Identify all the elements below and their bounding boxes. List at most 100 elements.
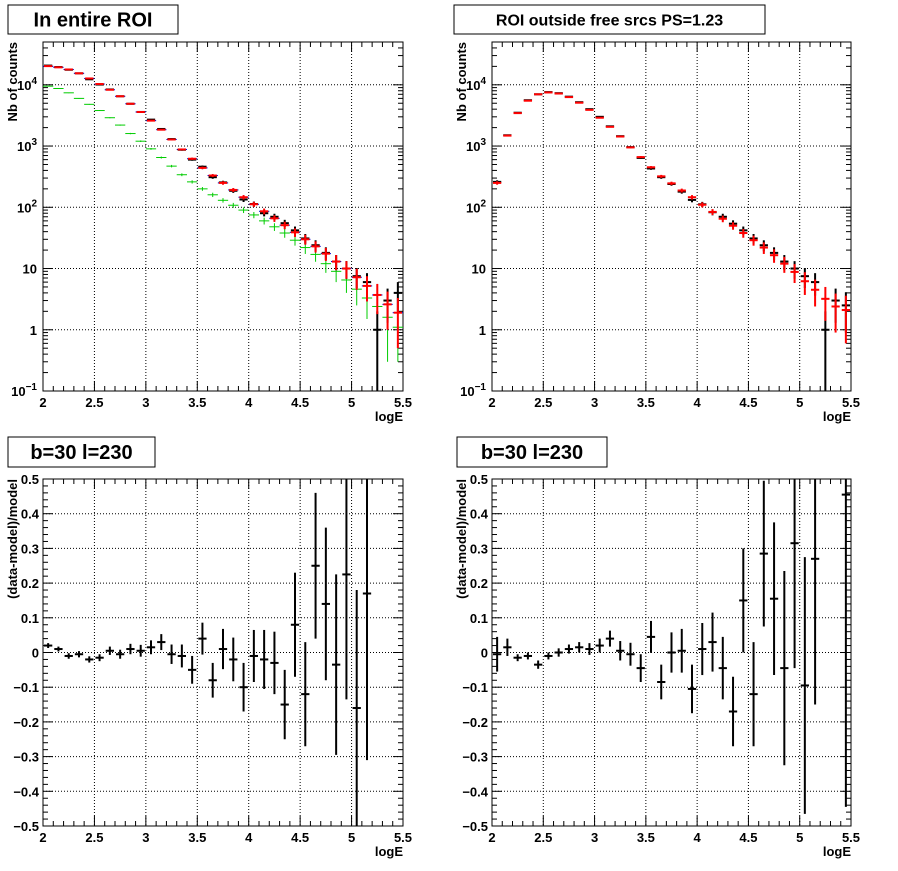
y-tick-label: −0.2 bbox=[462, 715, 488, 730]
data-point bbox=[749, 642, 758, 747]
series-0 bbox=[493, 479, 850, 814]
data-point bbox=[104, 117, 115, 119]
x-tick-label: 5 bbox=[796, 830, 803, 845]
y-tick-label: 0.4 bbox=[470, 507, 489, 522]
series-1 bbox=[493, 91, 850, 344]
x-tick-label: 4 bbox=[694, 395, 702, 410]
data-point bbox=[523, 99, 533, 102]
data-point bbox=[135, 140, 146, 142]
data-point bbox=[280, 669, 289, 740]
data-point bbox=[136, 644, 145, 657]
data-point bbox=[513, 112, 522, 115]
x-tick-label: 2.5 bbox=[85, 395, 103, 410]
data-point bbox=[259, 217, 270, 225]
y-tick-label: −0.3 bbox=[13, 750, 39, 765]
data-point bbox=[270, 215, 279, 222]
x-tick-label: 2 bbox=[39, 830, 46, 845]
data-point bbox=[249, 201, 258, 207]
data-point bbox=[769, 249, 779, 263]
data-point bbox=[198, 622, 207, 655]
x-tick-label: 5.5 bbox=[394, 395, 412, 410]
plot-frame bbox=[42, 41, 404, 392]
x-tick-label: 3 bbox=[142, 830, 149, 845]
data-point bbox=[167, 644, 176, 664]
data-point bbox=[503, 134, 512, 137]
data-point bbox=[218, 181, 228, 185]
data-point bbox=[301, 642, 310, 747]
x-tick-label: 3.5 bbox=[188, 830, 206, 845]
data-point bbox=[575, 642, 584, 653]
y-tick-label: −0.2 bbox=[13, 715, 39, 730]
data-point bbox=[636, 156, 645, 159]
data-point bbox=[790, 264, 799, 284]
data-point bbox=[321, 527, 330, 681]
x-tick-label: 3 bbox=[142, 395, 149, 410]
data-point bbox=[667, 181, 676, 186]
data-point bbox=[605, 630, 615, 647]
data-point bbox=[534, 660, 543, 669]
data-point bbox=[595, 638, 604, 653]
data-point bbox=[311, 241, 320, 253]
x-axis-title: logE bbox=[375, 409, 403, 424]
title-box bbox=[7, 436, 156, 468]
x-tick-label: 3.5 bbox=[188, 395, 206, 410]
panel-top-right: 2 2.5 3 3.5 4 4.5 5 5.5 10−1 1 10 102 103 104 logE Nb o… bbox=[453, 4, 860, 424]
x-tick-label: 2 bbox=[39, 395, 46, 410]
data-point bbox=[280, 221, 289, 230]
data-point bbox=[352, 268, 361, 290]
data-point bbox=[800, 557, 809, 814]
data-point bbox=[523, 652, 533, 660]
y-tick-label: −0.4 bbox=[13, 784, 39, 799]
x-tick-label: 4.5 bbox=[291, 395, 309, 410]
data-point bbox=[269, 223, 280, 231]
data-point bbox=[708, 209, 717, 216]
chart-title: ROI outside free srcs PS=1.23 bbox=[496, 12, 723, 29]
chart-title: In entire ROI bbox=[34, 10, 153, 32]
data-point bbox=[249, 629, 258, 682]
data-point bbox=[84, 103, 95, 105]
data-point bbox=[646, 166, 656, 169]
y-tick-label: 0.3 bbox=[470, 541, 488, 556]
data-point bbox=[63, 92, 74, 94]
title-box bbox=[456, 436, 608, 468]
data-point bbox=[687, 664, 697, 714]
x-tick-label: 3 bbox=[591, 395, 598, 410]
data-point bbox=[238, 207, 249, 214]
panel-top-left: 2 2.5 3 3.5 4 4.5 5 5.5 10−1 1 10 102 103 104 logE Nb o… bbox=[5, 4, 412, 424]
data-point bbox=[677, 188, 686, 193]
data-point bbox=[821, 286, 830, 321]
data-point bbox=[207, 192, 218, 198]
data-point bbox=[177, 148, 186, 151]
y-tick-label: 0.2 bbox=[21, 576, 39, 591]
y-axis-title: (data-model)/model bbox=[454, 479, 469, 599]
data-point bbox=[95, 654, 104, 662]
data-point bbox=[585, 643, 594, 655]
y-axis-title: (data-model)/model bbox=[5, 479, 20, 599]
series-2 bbox=[44, 64, 402, 391]
data-point bbox=[311, 492, 320, 639]
data-point bbox=[373, 311, 382, 391]
data-point bbox=[362, 479, 372, 761]
data-point bbox=[177, 644, 186, 668]
y-tick-label: 104 bbox=[17, 76, 37, 93]
data-point bbox=[248, 212, 259, 219]
x-tick-label: 5 bbox=[348, 395, 355, 410]
data-point bbox=[636, 654, 645, 682]
x-tick-label: 4 bbox=[245, 395, 253, 410]
data-point bbox=[145, 147, 157, 150]
data-point bbox=[166, 164, 177, 168]
data-point bbox=[383, 291, 392, 330]
x-tick-label: 5 bbox=[348, 830, 355, 845]
data-point bbox=[156, 156, 167, 159]
series-0 bbox=[493, 91, 850, 391]
data-point bbox=[821, 311, 830, 391]
data-point bbox=[321, 247, 330, 261]
data-point bbox=[513, 654, 522, 662]
y-tick-label: −0.1 bbox=[462, 680, 488, 695]
title-box bbox=[7, 4, 179, 35]
data-point bbox=[739, 228, 748, 238]
data-point bbox=[769, 522, 779, 676]
data-point bbox=[289, 235, 301, 246]
data-point bbox=[393, 298, 402, 349]
